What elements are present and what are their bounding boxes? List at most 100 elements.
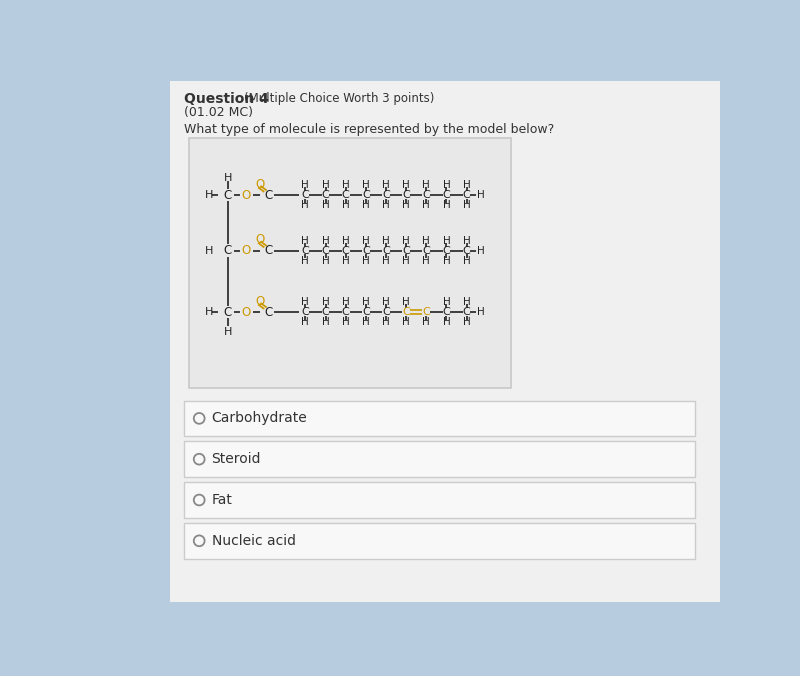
Text: H: H [362, 297, 370, 307]
Text: H: H [477, 245, 485, 256]
Text: H: H [342, 256, 350, 266]
Text: H: H [402, 180, 410, 190]
Text: H: H [322, 200, 330, 210]
Text: H: H [442, 235, 450, 245]
Text: C: C [462, 190, 470, 200]
Text: H: H [342, 297, 350, 307]
Text: H: H [402, 200, 410, 210]
Text: H: H [205, 245, 214, 256]
Text: C: C [402, 307, 410, 317]
Text: H: H [402, 235, 410, 245]
Text: H: H [442, 200, 450, 210]
Text: O: O [242, 306, 251, 318]
Bar [100, 81, 170, 602]
Text: H: H [402, 256, 410, 266]
Bar [184, 401, 695, 436]
Text: C: C [322, 190, 330, 200]
Bar [184, 523, 695, 558]
Text: H: H [362, 180, 370, 190]
Text: C: C [402, 245, 410, 256]
Text: H: H [342, 200, 350, 210]
Bar [189, 138, 510, 388]
Text: H: H [442, 317, 450, 327]
Text: C: C [382, 190, 390, 200]
Text: (Multiple Choice Worth 3 points): (Multiple Choice Worth 3 points) [244, 92, 434, 105]
Text: C: C [224, 306, 232, 318]
Text: C: C [422, 307, 430, 317]
Text: C: C [422, 190, 430, 200]
Text: Fat: Fat [211, 493, 233, 507]
Text: H: H [477, 307, 485, 317]
Text: H: H [462, 297, 470, 307]
Text: Question 4: Question 4 [184, 92, 269, 106]
Text: Nucleic acid: Nucleic acid [211, 534, 296, 548]
Text: C: C [322, 245, 330, 256]
Text: C: C [462, 245, 470, 256]
Text: What type of molecule is represented by the model below?: What type of molecule is represented by … [184, 124, 554, 137]
Text: H: H [224, 327, 232, 337]
Text: H: H [422, 317, 430, 327]
Text: Carbohydrate: Carbohydrate [211, 412, 307, 425]
Text: H: H [422, 256, 430, 266]
Text: C: C [224, 244, 232, 257]
Text: H: H [322, 317, 330, 327]
Text: C: C [342, 190, 350, 200]
Text: H: H [382, 180, 390, 190]
Text: C: C [442, 307, 450, 317]
Text: H: H [224, 173, 232, 183]
Text: C: C [342, 307, 350, 317]
Text: H: H [362, 256, 370, 266]
Text: C: C [382, 245, 390, 256]
Text: O: O [256, 295, 265, 308]
Text: C: C [422, 245, 430, 256]
Text: H: H [382, 235, 390, 245]
Text: C: C [264, 189, 272, 201]
Text: H: H [402, 297, 410, 307]
Text: H: H [442, 180, 450, 190]
Text: Steroid: Steroid [211, 452, 261, 466]
Text: H: H [462, 180, 470, 190]
Text: O: O [256, 233, 265, 246]
Text: C: C [302, 245, 310, 256]
Text: H: H [402, 317, 410, 327]
Text: C: C [362, 245, 370, 256]
Text: H: H [302, 200, 310, 210]
Text: H: H [382, 297, 390, 307]
Text: H: H [342, 235, 350, 245]
Text: (01.02 MC): (01.02 MC) [184, 105, 253, 119]
Text: H: H [382, 200, 390, 210]
Text: O: O [242, 189, 251, 201]
Text: C: C [302, 307, 310, 317]
Text: H: H [302, 297, 310, 307]
Text: H: H [462, 200, 470, 210]
Text: H: H [322, 297, 330, 307]
Text: C: C [264, 244, 272, 257]
Text: C: C [402, 190, 410, 200]
Text: C: C [264, 306, 272, 318]
Text: C: C [442, 245, 450, 256]
Text: H: H [362, 200, 370, 210]
Text: H: H [382, 317, 390, 327]
Text: H: H [205, 190, 214, 200]
Text: C: C [224, 189, 232, 201]
Text: H: H [442, 297, 450, 307]
Text: C: C [342, 245, 350, 256]
Text: H: H [342, 180, 350, 190]
Text: H: H [422, 180, 430, 190]
Text: H: H [462, 256, 470, 266]
Text: C: C [362, 307, 370, 317]
Text: H: H [442, 256, 450, 266]
Text: H: H [362, 235, 370, 245]
Text: H: H [422, 200, 430, 210]
Text: H: H [302, 317, 310, 327]
Text: H: H [302, 180, 310, 190]
Text: H: H [382, 256, 390, 266]
Text: H: H [322, 256, 330, 266]
Text: H: H [362, 317, 370, 327]
Bar [184, 441, 695, 477]
Text: H: H [462, 235, 470, 245]
Text: H: H [462, 317, 470, 327]
Text: C: C [302, 190, 310, 200]
Text: H: H [322, 180, 330, 190]
Text: H: H [205, 307, 214, 317]
